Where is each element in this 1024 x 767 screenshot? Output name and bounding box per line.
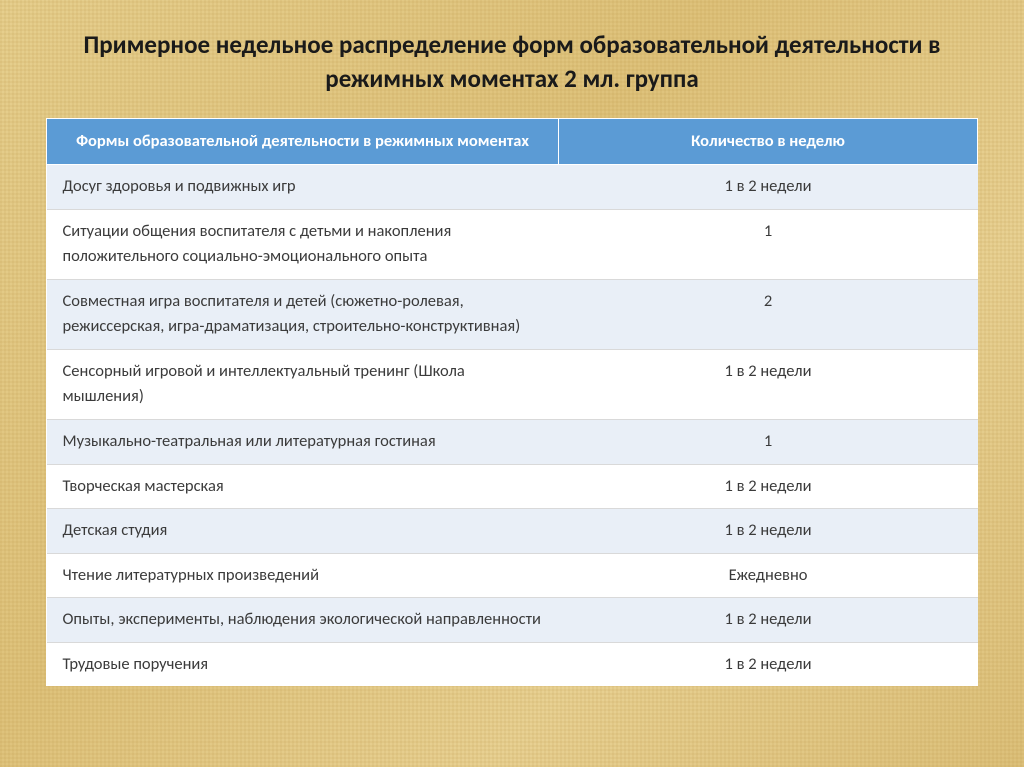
cell-count: 1 в 2 недели (559, 509, 978, 554)
page-title: Примерное недельное распределение форм о… (46, 28, 978, 96)
cell-count: 1 в 2 недели (559, 598, 978, 643)
cell-form: Сенсорный игровой и интеллектуальный тре… (47, 349, 559, 419)
table-row: Творческая мастерская 1 в 2 недели (47, 464, 978, 509)
col-header-forms: Формы образовательной деятельности в реж… (47, 118, 559, 165)
table-header-row: Формы образовательной деятельности в реж… (47, 118, 978, 165)
table-row: Трудовые поручения 1 в 2 недели (47, 642, 978, 686)
cell-form: Чтение литературных произведений (47, 553, 559, 598)
cell-form: Опыты, эксперименты, наблюдения экологич… (47, 598, 559, 643)
table-row: Ситуации общения воспитателя с детьми и … (47, 209, 978, 279)
cell-form: Ситуации общения воспитателя с детьми и … (47, 209, 559, 279)
cell-count: 1 в 2 недели (559, 642, 978, 686)
table-row: Досуг здоровья и подвижных игр 1 в 2 нед… (47, 165, 978, 210)
cell-count: Ежедневно (559, 553, 978, 598)
cell-form: Детская студия (47, 509, 559, 554)
table-row: Детская студия 1 в 2 недели (47, 509, 978, 554)
cell-count: 1 в 2 недели (559, 349, 978, 419)
schedule-table: Формы образовательной деятельности в реж… (46, 118, 978, 687)
cell-form: Совместная игра воспитателя и детей (сюж… (47, 279, 559, 349)
cell-form: Музыкально-театральная или литературная … (47, 420, 559, 465)
table-row: Сенсорный игровой и интеллектуальный тре… (47, 349, 978, 419)
cell-count: 1 (559, 209, 978, 279)
cell-form: Творческая мастерская (47, 464, 559, 509)
col-header-count: Количество в неделю (559, 118, 978, 165)
cell-form: Досуг здоровья и подвижных игр (47, 165, 559, 210)
cell-count: 1 в 2 недели (559, 464, 978, 509)
cell-count: 2 (559, 279, 978, 349)
cell-count: 1 в 2 недели (559, 165, 978, 210)
cell-count: 1 (559, 420, 978, 465)
table-row: Совместная игра воспитателя и детей (сюж… (47, 279, 978, 349)
cell-form: Трудовые поручения (47, 642, 559, 686)
table-row: Музыкально-театральная или литературная … (47, 420, 978, 465)
table-row: Чтение литературных произведений Ежеднев… (47, 553, 978, 598)
table-row: Опыты, эксперименты, наблюдения экологич… (47, 598, 978, 643)
